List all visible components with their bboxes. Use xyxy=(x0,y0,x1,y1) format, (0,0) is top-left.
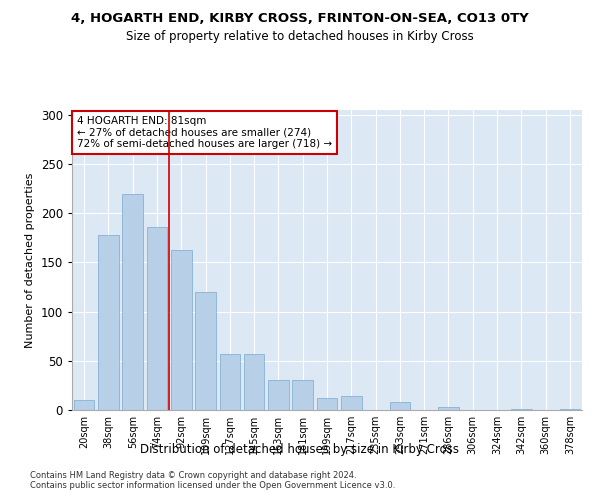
Bar xyxy=(171,250,191,410)
Text: Distribution of detached houses by size in Kirby Cross: Distribution of detached houses by size … xyxy=(140,442,460,456)
Bar xyxy=(146,227,167,410)
Text: Contains HM Land Registry data © Crown copyright and database right 2024.
Contai: Contains HM Land Registry data © Crown c… xyxy=(30,470,395,490)
Bar xyxy=(195,292,216,410)
Bar xyxy=(244,354,265,410)
Bar xyxy=(560,409,580,410)
Text: 4 HOGARTH END: 81sqm
← 27% of detached houses are smaller (274)
72% of semi-deta: 4 HOGARTH END: 81sqm ← 27% of detached h… xyxy=(77,116,332,149)
Bar xyxy=(317,398,337,410)
Bar xyxy=(511,409,532,410)
Bar xyxy=(438,407,459,410)
Bar xyxy=(292,380,313,410)
Text: 4, HOGARTH END, KIRBY CROSS, FRINTON-ON-SEA, CO13 0TY: 4, HOGARTH END, KIRBY CROSS, FRINTON-ON-… xyxy=(71,12,529,26)
Bar xyxy=(220,354,240,410)
Bar xyxy=(74,400,94,410)
Bar xyxy=(389,402,410,410)
Bar xyxy=(341,396,362,410)
Bar xyxy=(268,380,289,410)
Bar xyxy=(122,194,143,410)
Text: Size of property relative to detached houses in Kirby Cross: Size of property relative to detached ho… xyxy=(126,30,474,43)
Y-axis label: Number of detached properties: Number of detached properties xyxy=(25,172,35,348)
Bar xyxy=(98,235,119,410)
